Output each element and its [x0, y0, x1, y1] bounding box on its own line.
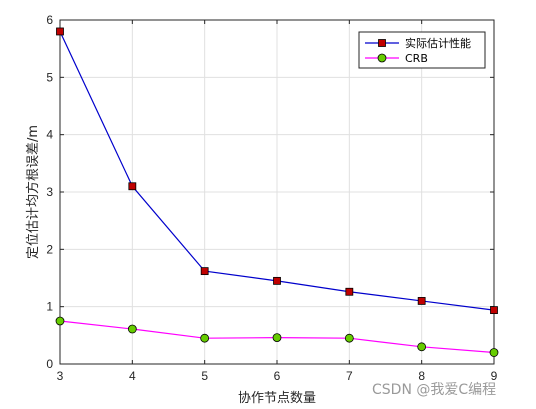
- series-2-point-1: [127, 324, 137, 334]
- y-tick-label-5: 5: [46, 70, 53, 84]
- series-2-point-5: [417, 342, 427, 352]
- series-2-point-6: [489, 348, 499, 357]
- watermark-text: CSDN @我爱C编程: [372, 382, 496, 398]
- x-tick-label-2: 5: [201, 369, 208, 383]
- legend-series-1-label: 实际估计性能: [405, 36, 471, 50]
- y-tick-label-1: 1: [46, 300, 53, 314]
- x-tick-label-3: 6: [274, 369, 281, 383]
- x-axis-label: 协作节点数量: [238, 391, 316, 406]
- series-1-point-4: [345, 287, 354, 296]
- x-tick-label-1: 4: [129, 369, 136, 383]
- series-1-point-1: [128, 182, 137, 191]
- legend-series-2-circle-marker-icon: [377, 53, 387, 63]
- y-tick-label-3: 3: [46, 185, 53, 199]
- y-tick-label-0: 0: [46, 357, 53, 371]
- series-1-point-2: [200, 267, 209, 276]
- series-2-point-4: [344, 333, 354, 343]
- legend-series-2-label: CRB: [405, 52, 428, 65]
- series-1-point-0: [56, 27, 64, 36]
- series-2-point-2: [200, 333, 210, 343]
- x-tick-label-0: 3: [57, 369, 64, 383]
- x-tick-label-6: 9: [491, 369, 498, 383]
- y-axis-label: 定位估计均方根误差/m: [25, 125, 41, 259]
- grid-lines: [59, 19, 495, 365]
- x-tick-label-4: 7: [346, 369, 353, 383]
- series-1-point-6: [490, 306, 498, 315]
- x-tick-label-5: 8: [418, 369, 425, 383]
- series-2-point-0: [55, 316, 65, 326]
- y-tick-label-6: 6: [46, 13, 53, 27]
- legend: 实际估计性能 CRB: [358, 31, 486, 69]
- data-series: [55, 27, 499, 357]
- series-1-point-3: [273, 276, 281, 285]
- axis-ticks: 3 4 5 6 7 8 9 0 1 2 3 4 5 6: [46, 13, 497, 383]
- legend-series-1-square-marker-icon: [378, 39, 386, 47]
- legend-box: [358, 31, 486, 69]
- y-tick-label-4: 4: [46, 128, 53, 142]
- series-2-point-3: [272, 333, 282, 343]
- y-tick-label-2: 2: [46, 242, 53, 256]
- series-1-point-5: [417, 297, 426, 305]
